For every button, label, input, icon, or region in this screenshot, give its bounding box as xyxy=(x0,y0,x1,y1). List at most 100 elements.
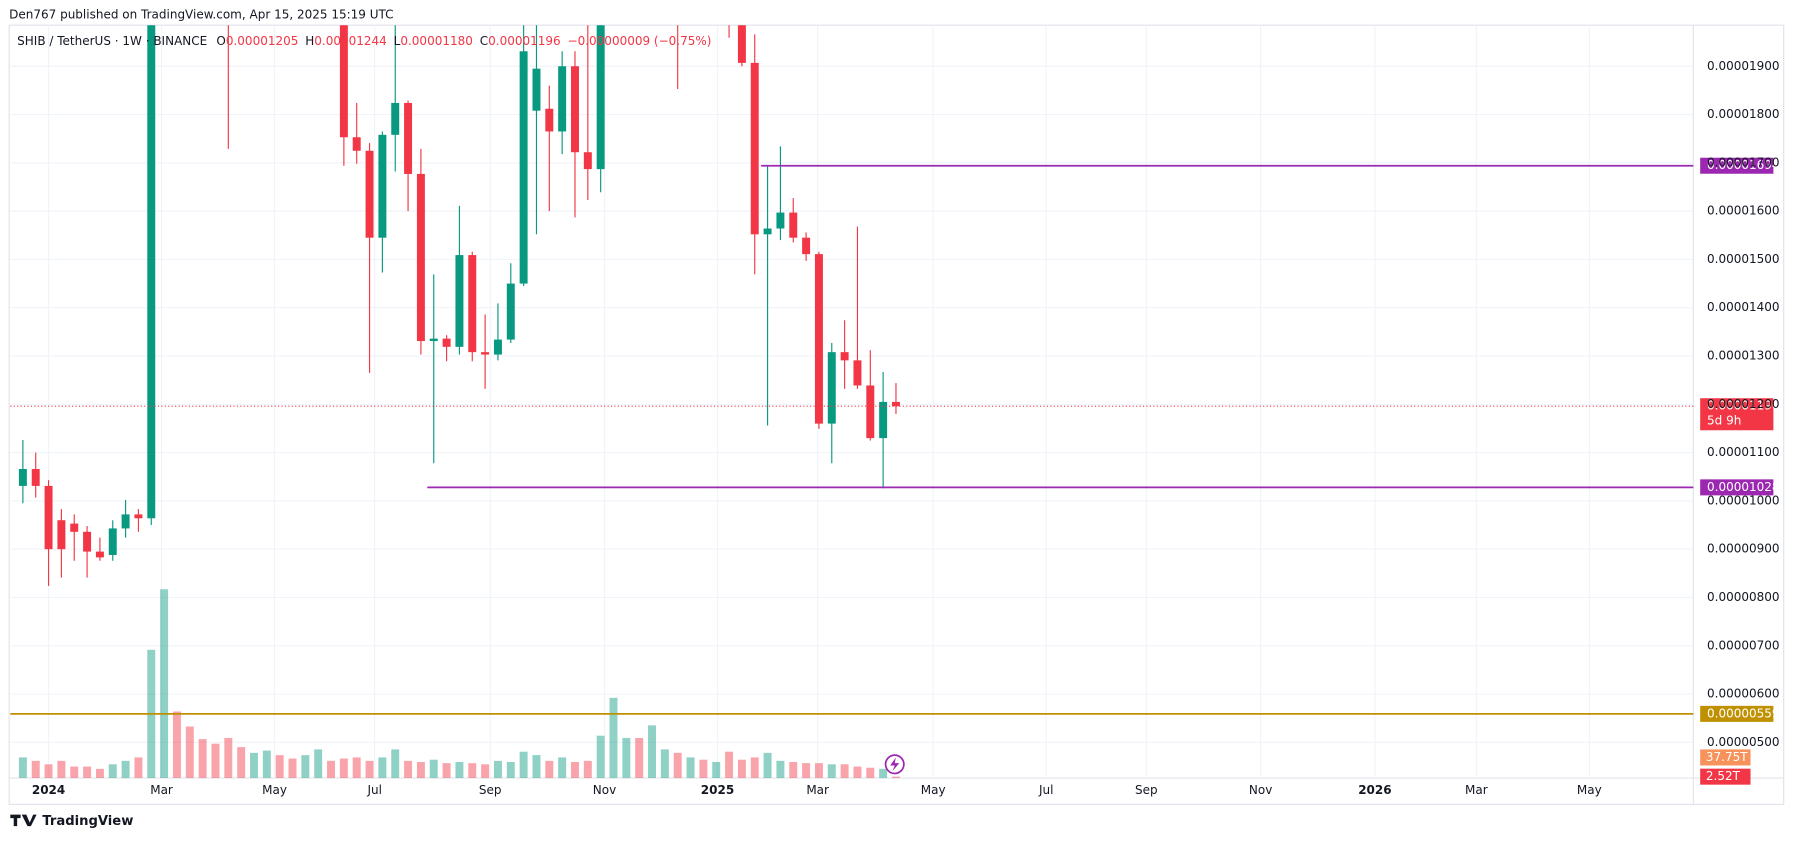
candle-body xyxy=(95,551,104,558)
volume-bar xyxy=(660,749,669,779)
candle-body xyxy=(558,66,567,132)
volume-bar xyxy=(506,762,515,779)
volume-bar xyxy=(776,760,785,779)
volume-bar xyxy=(70,766,79,779)
volume-bar xyxy=(866,767,875,779)
volume-bar xyxy=(686,757,695,779)
volume-bar xyxy=(57,760,66,779)
legend-key: O xyxy=(216,34,225,48)
grid xyxy=(10,25,1694,779)
candle-body xyxy=(532,68,541,111)
volume-bar xyxy=(404,760,413,779)
volume-bar xyxy=(108,764,117,779)
volume-bar xyxy=(211,743,220,779)
volume-bar xyxy=(545,760,554,779)
volume-bar xyxy=(596,735,605,779)
volume-badge xyxy=(1700,749,1751,766)
candle-body xyxy=(802,237,811,255)
candle-body xyxy=(18,469,27,486)
axes: 0.00000500 0.00000600 0.00000700 0.00000800… xyxy=(32,59,1780,797)
volume-bar xyxy=(95,768,104,779)
volume-bar xyxy=(250,752,258,779)
volume-bar xyxy=(879,768,888,779)
volume-bar xyxy=(853,766,862,779)
legend-change: −0.00000009 (−0.75%) xyxy=(568,34,712,48)
x-tick-label: Jul xyxy=(1038,783,1053,797)
volume-bar xyxy=(327,760,336,779)
candle-body xyxy=(493,339,502,355)
level-label: 0.00000559 xyxy=(1707,706,1780,720)
candle-body xyxy=(506,283,515,340)
candle-body xyxy=(519,51,528,284)
legend-value: 0.00001205 xyxy=(226,34,299,48)
candle-body xyxy=(814,254,823,424)
brand-logo xyxy=(10,814,37,827)
volume-bar xyxy=(648,725,657,779)
candle-body xyxy=(840,352,849,361)
last-price-badge xyxy=(1700,398,1774,431)
volume-bar xyxy=(160,589,169,779)
volume-bar xyxy=(609,697,618,779)
level-label: 0.00001028 xyxy=(1707,480,1780,494)
candle-body xyxy=(481,352,490,355)
volume-badge-label: 2.52T xyxy=(1706,769,1741,783)
candle-body xyxy=(583,152,592,170)
volume-bar xyxy=(840,764,849,779)
volume-bar xyxy=(31,760,40,779)
volume-bar xyxy=(314,749,323,779)
volume-bar xyxy=(635,737,644,779)
candle-body xyxy=(596,25,605,170)
x-tick-label: Mar xyxy=(150,783,173,797)
volume-bar xyxy=(134,757,143,779)
level-label: 0.00001694 xyxy=(1707,158,1780,172)
y-tick-label: 0.00001300 xyxy=(1707,349,1780,363)
volume-bar xyxy=(275,755,284,779)
candle-body xyxy=(44,485,53,550)
candle-body xyxy=(571,66,579,153)
volume-bar xyxy=(455,762,464,779)
candle-body xyxy=(776,212,785,229)
legend-key: L xyxy=(394,34,401,48)
y-tick-label: 0.00001700 xyxy=(1707,155,1780,169)
volume-bar xyxy=(891,776,900,779)
y-tick-label: 0.00001100 xyxy=(1707,445,1780,459)
y-tick-label: 0.00001000 xyxy=(1707,493,1780,507)
candle-body xyxy=(468,255,477,353)
volume-bar xyxy=(827,764,836,779)
y-tick-label: 0.00001200 xyxy=(1707,397,1780,411)
candle-body xyxy=(31,469,40,486)
volume-badge-label: 37.75T xyxy=(1706,750,1748,764)
candle-body xyxy=(365,150,374,238)
candle-body xyxy=(429,338,438,342)
volume-bar xyxy=(468,763,477,779)
volume-bar xyxy=(699,759,708,779)
volume-bar xyxy=(172,711,181,779)
legend-value: 0.00001196 xyxy=(488,34,561,48)
volume-bar xyxy=(763,752,772,779)
volume-bar xyxy=(481,764,490,779)
y-tick-label: 0.00000500 xyxy=(1707,735,1780,749)
candle-body xyxy=(391,102,400,135)
volume-bar xyxy=(673,752,682,779)
symbol: SHIB / TetherUS · 1W · BINANCE xyxy=(17,34,207,48)
volume-bar xyxy=(339,758,348,779)
publisher-line: Den767 published on TradingView.com, Apr… xyxy=(9,7,393,21)
y-tick-label: 0.00000800 xyxy=(1707,590,1780,604)
candle-body xyxy=(57,520,66,550)
x-tick-label: 2025 xyxy=(701,783,734,797)
candle-body xyxy=(455,255,464,347)
brand: TradingView xyxy=(42,814,133,829)
volume-bar xyxy=(185,726,194,779)
countdown: 5d 9h xyxy=(1707,414,1741,428)
legend-key: H xyxy=(305,34,314,48)
candle-body xyxy=(879,401,888,439)
candles xyxy=(18,25,900,586)
volume-badge xyxy=(1700,768,1751,785)
volume-bar xyxy=(789,762,798,779)
volume-bar xyxy=(519,751,528,779)
candle-body xyxy=(352,137,361,151)
candle-body xyxy=(750,62,759,235)
volume-bar xyxy=(493,760,502,779)
